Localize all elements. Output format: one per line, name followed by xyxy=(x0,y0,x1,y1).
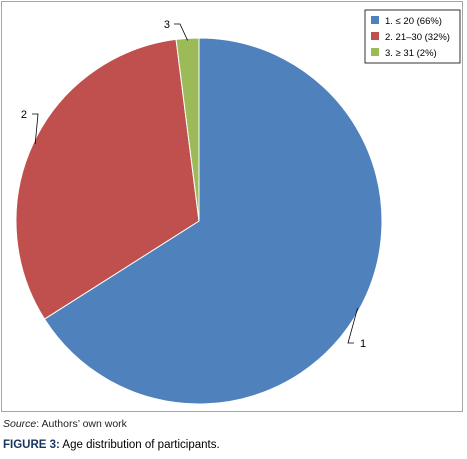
source-label: Source xyxy=(3,418,37,430)
source-note: Source: Authors’ own work xyxy=(3,418,127,430)
pie-slice-3 xyxy=(175,37,200,222)
slice-label-2: 2 xyxy=(21,109,27,121)
leader-line-1 xyxy=(347,308,358,344)
figure-frame: 1 2 3 1. ≤ 20 (66%) 2. 21–30 (32%) 3. ≥ 31 (… xyxy=(1,1,463,412)
pie-chart: 1 2 3 1. ≤ 20 (66%) 2. 21–30 (32%) 3. ≥ 31 (… xyxy=(15,9,461,405)
pie-slice-1 xyxy=(43,37,383,405)
slice-label-3: 3 xyxy=(164,19,170,31)
legend-swatch-2 xyxy=(371,32,379,40)
pie-slice-2 xyxy=(15,38,200,320)
source-text: : Authors’ own work xyxy=(36,418,127,430)
legend-frame xyxy=(364,9,461,64)
legend-swatch-3 xyxy=(371,48,379,56)
legend-label-1: 1. ≤ 20 (66%) xyxy=(385,16,442,27)
slice-label-1: 1 xyxy=(360,338,366,350)
leader-line-3 xyxy=(174,23,188,41)
leader-line-2 xyxy=(32,113,39,144)
pie-slices xyxy=(15,37,383,405)
slice-label-leaders: 1 2 3 xyxy=(21,19,366,350)
legend-swatch-1 xyxy=(371,16,379,24)
figure-caption: FIGURE 3: Age distribution of participan… xyxy=(3,439,220,451)
legend-label-3: 3. ≥ 31 (2%) xyxy=(385,48,437,59)
legend-label-2: 2. 21–30 (32%) xyxy=(385,32,450,43)
legend: 1. ≤ 20 (66%) 2. 21–30 (32%) 3. ≥ 31 (2%) xyxy=(364,9,461,64)
caption-label: FIGURE 3: xyxy=(3,439,60,451)
caption-text: Age distribution of participants. xyxy=(59,439,220,451)
